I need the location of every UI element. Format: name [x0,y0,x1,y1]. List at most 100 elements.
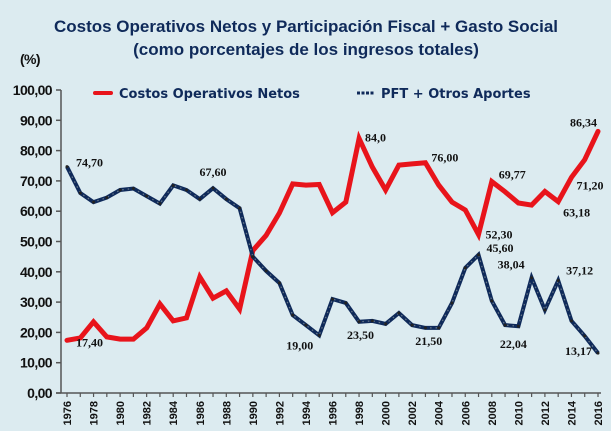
x-tick-label: 2014 [566,400,578,425]
y-axis-label: (%) [20,51,40,67]
data-point-pft [277,281,281,285]
data-label-costos: 84,0 [365,130,386,144]
series-line-costos [64,128,601,343]
y-tick-label: 100,00 [13,82,53,98]
x-tick-label: 1998 [354,401,366,425]
y-tick-label: 60,00 [20,203,53,219]
data-point-pft [530,276,534,280]
legend: Costos Operativos Netos PFT + Otros Apor… [93,87,531,102]
data-point-pft [304,323,308,327]
data-point-pft [450,301,454,305]
data-label-costos: 71,20 [576,178,603,192]
data-label-pft: 23,50 [347,328,374,342]
data-point-pft [224,197,228,201]
data-label-costos: 69,77 [499,168,526,182]
data-point-pft [357,320,361,324]
data-point-pft [184,188,188,192]
x-tick-label: 2000 [381,401,393,425]
data-label-pft: 21,50 [415,334,442,348]
data-point-pft [171,183,175,187]
data-point-pft [105,196,109,200]
data-label-pft: 67,60 [200,165,227,179]
y-tick-label: 0,00 [27,385,53,401]
data-point-pft [397,311,401,315]
data-label-pft: 38,04 [498,258,525,272]
x-tick-label: 1996 [328,401,340,425]
data-point-pft [370,319,374,323]
x-tick-label: 2002 [407,401,419,425]
data-label-pft: 13,17 [565,344,592,358]
x-tick-label: 2004 [434,400,446,425]
data-point-pft [503,323,507,327]
data-point-pft [556,279,560,283]
data-point-pft [238,206,242,210]
data-label-costos: 63,18 [563,206,590,220]
y-tick-label: 30,00 [20,294,53,310]
data-point-pft [78,191,82,195]
data-label-pft: 22,04 [500,337,527,351]
data-label-pft: 74,70 [76,156,103,170]
x-tick-label: 1982 [142,401,154,425]
data-point-pft [516,324,520,328]
data-point-pft [583,334,587,338]
data-point-pft [463,266,467,270]
x-tick-label: 1978 [89,401,101,425]
data-point-pft [158,202,162,206]
data-point-pft [410,323,414,327]
data-point-pft [317,333,321,337]
data-point-pft [569,319,573,323]
data-point-pft [331,297,334,301]
data-point-pft [423,326,427,330]
x-tick-label: 2012 [540,401,552,425]
data-point-pft [118,188,122,192]
y-tick-label: 90,00 [20,112,53,128]
data-label-costos: 52,30 [486,228,513,242]
data-point-pft [344,301,348,305]
x-tick-label: 2010 [513,401,525,425]
data-label-costos: 86,34 [570,115,597,129]
data-point-pft [211,186,215,190]
data-point-pft [145,194,149,198]
data-point-pft [92,200,96,204]
y-tick-label: 10,00 [20,355,53,371]
x-tick-label: 1992 [274,401,286,425]
x-tick-label: 1976 [62,401,74,425]
y-tick-label: 20,00 [20,324,53,340]
data-point-pft [596,351,600,355]
chart-title: Costos Operativos Netos y Participación … [54,17,558,36]
data-point-pft [490,299,494,303]
legend-label-costos: Costos Operativos Netos [119,87,300,102]
y-tick-label: 40,00 [20,264,53,280]
legend-label-pft: PFT + Otros Aportes [381,87,531,102]
x-tick-label: 1994 [301,400,313,425]
x-tick-label: 2016 [593,401,605,425]
x-tick-label: 1988 [221,401,233,425]
x-tick-label: 2008 [487,401,499,425]
data-label-pft: 19,00 [286,338,313,352]
data-point-pft [291,313,295,317]
y-tick-label: 80,00 [20,143,53,159]
data-point-pft [251,255,255,259]
data-point-pft [198,197,202,201]
x-tick-label: 1990 [248,401,260,425]
chart-subtitle: (como porcentajes de los ingresos totale… [133,40,479,59]
data-point-pft [384,322,388,326]
data-point-pft [543,308,547,312]
x-tick-label: 2006 [460,401,472,425]
x-tick-label: 1980 [115,401,127,425]
x-tick-label: 1986 [195,401,207,425]
data-label-costos: 76,00 [431,151,458,165]
data-point-pft [65,165,69,169]
y-tick-label: 70,00 [20,173,53,189]
data-label-costos: 17,40 [76,335,103,349]
data-point-pft [437,326,441,330]
plot-area: 17,40 84,0 76,00 52,30 69,77 63,18 71,20 86,34 7… [64,115,603,358]
data-point-pft [264,269,268,273]
data-label-pft: 45,60 [487,241,514,255]
data-label-pft: 37,12 [566,264,593,278]
data-point-pft [477,253,481,257]
x-tick-label: 1984 [168,400,180,425]
axes: 0,00 10,00 20,00 30,00 40,00 50,00 60,00 70,00 8… [13,82,605,425]
y-tick-label: 50,00 [20,234,53,250]
